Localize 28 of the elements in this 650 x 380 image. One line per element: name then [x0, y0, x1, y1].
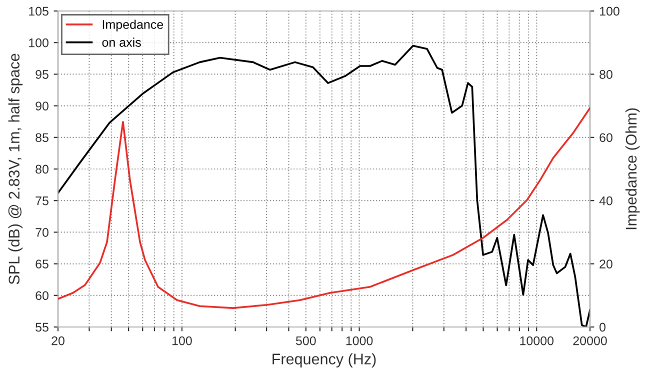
y-tick-label: 75 — [36, 196, 48, 206]
y2-tick-label: 20 — [600, 260, 612, 268]
y2-tick-label: 60 — [600, 133, 612, 142]
legend-label: on axis — [102, 38, 141, 47]
x-tick-label: 10000 — [520, 336, 554, 346]
x-tick-label: 500 — [296, 336, 316, 346]
x-tick-label: 1000 — [346, 336, 373, 346]
y-tick-label: 100 — [29, 38, 48, 48]
y-tick-label: 55 — [36, 322, 48, 332]
y-tick-label: 65 — [36, 260, 48, 268]
x-tick-label: 20000 — [573, 336, 607, 346]
y-tick-label: 85 — [36, 133, 48, 142]
y-tick-label: 105 — [29, 6, 48, 16]
x-axis-title: Frequency (Hz) — [272, 353, 376, 368]
y-tick-label: 70 — [36, 228, 48, 237]
y-tick-label: 60 — [36, 291, 48, 300]
y2-tick-label: 40 — [599, 196, 612, 206]
y2-tick-label: 0 — [600, 322, 606, 332]
y-tick-label: 90 — [36, 102, 48, 110]
y-tick-label: 95 — [36, 70, 48, 79]
y2-tick-label: 80 — [600, 70, 612, 79]
x-tick-label: 20 — [52, 336, 64, 346]
legend-label: Impedance — [102, 20, 164, 32]
y2-tick-label: 100 — [600, 6, 620, 16]
y-tick-label: 80 — [36, 164, 48, 174]
y-axis-title: SPL (dB) @ 2.83V, 1m, half space — [8, 54, 23, 284]
x-tick-label: 100 — [172, 336, 192, 346]
y2-axis-title: Impedance (Ohm) — [625, 108, 640, 230]
